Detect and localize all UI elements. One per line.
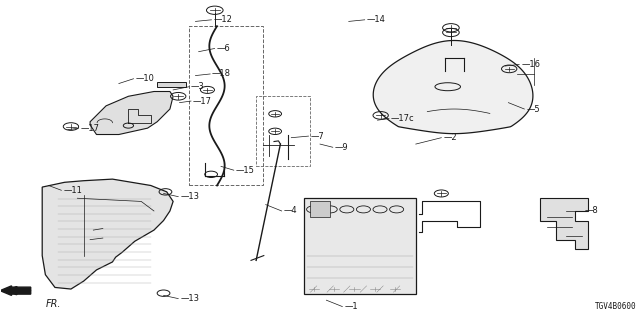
Polygon shape <box>157 82 186 87</box>
Text: —15: —15 <box>236 166 255 175</box>
Text: —1: —1 <box>344 302 358 311</box>
Text: —8: —8 <box>585 206 599 215</box>
FancyArrow shape <box>0 286 31 295</box>
Text: —9: —9 <box>335 143 348 152</box>
Polygon shape <box>42 179 173 289</box>
Polygon shape <box>540 198 588 249</box>
Text: —18: —18 <box>212 69 231 78</box>
Text: —11: —11 <box>63 186 82 195</box>
Text: —13: —13 <box>180 294 199 303</box>
Text: —17: —17 <box>81 124 100 132</box>
Text: —17c: —17c <box>391 114 415 123</box>
Text: TGV4B0600: TGV4B0600 <box>595 302 636 311</box>
Text: —14: —14 <box>367 15 385 24</box>
Text: —16: —16 <box>521 60 540 69</box>
Text: —3: —3 <box>191 82 205 91</box>
Polygon shape <box>373 41 533 134</box>
Text: —12: —12 <box>213 15 232 24</box>
Polygon shape <box>90 92 173 134</box>
Text: —17: —17 <box>193 97 212 106</box>
Text: —4: —4 <box>284 206 297 215</box>
Text: —10: —10 <box>136 74 154 83</box>
Text: —6: —6 <box>216 44 230 53</box>
Text: —2: —2 <box>444 133 457 142</box>
Polygon shape <box>310 201 330 217</box>
Text: —13: —13 <box>180 192 199 201</box>
Text: —7: —7 <box>310 132 324 140</box>
Polygon shape <box>304 198 416 294</box>
Text: —5: —5 <box>526 105 540 114</box>
Text: FR.: FR. <box>45 299 61 308</box>
